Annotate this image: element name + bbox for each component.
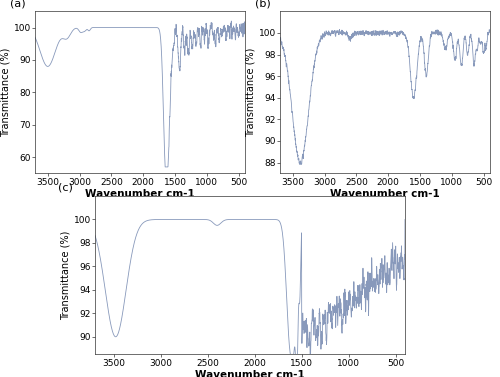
- Y-axis label: Transmittance (%): Transmittance (%): [1, 48, 11, 137]
- Text: (b): (b): [255, 0, 270, 8]
- Y-axis label: Transmittance (%): Transmittance (%): [61, 230, 71, 320]
- X-axis label: Wavenumber cm-1: Wavenumber cm-1: [195, 370, 305, 377]
- Text: (c): (c): [58, 183, 72, 193]
- Y-axis label: Transmittance (%): Transmittance (%): [246, 48, 256, 137]
- X-axis label: Wavenumber cm-1: Wavenumber cm-1: [85, 189, 195, 199]
- Text: (a): (a): [10, 0, 26, 8]
- X-axis label: Wavenumber cm-1: Wavenumber cm-1: [330, 189, 440, 199]
